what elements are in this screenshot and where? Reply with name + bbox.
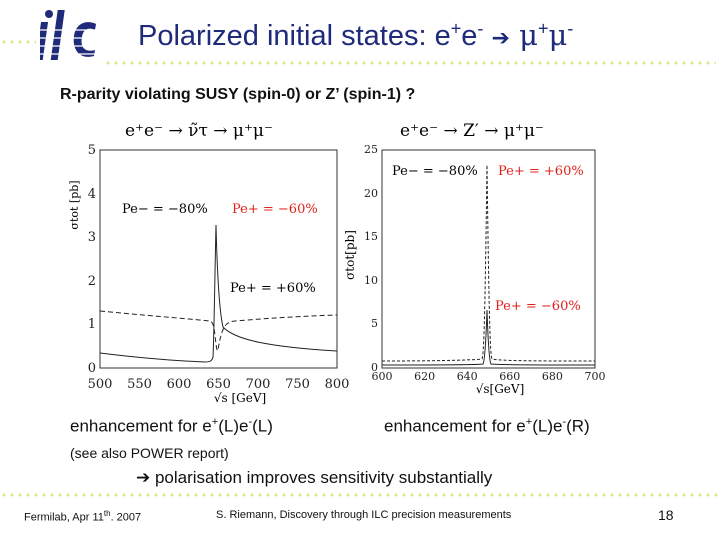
left-label-upper-b: Pe+ = −60% bbox=[232, 202, 318, 217]
left-xtick-800: 800 bbox=[325, 377, 350, 392]
right-xtick-620: 620 bbox=[414, 370, 435, 383]
left-ytick-4: 4 bbox=[88, 187, 96, 202]
footer-date-end: . 2007 bbox=[110, 511, 142, 524]
left-xtick-500: 500 bbox=[88, 377, 113, 392]
title-mu2: μ bbox=[548, 18, 568, 52]
left-caption-sup2: - bbox=[248, 416, 253, 428]
right-xtick-700: 700 bbox=[585, 370, 606, 383]
left-ytick-3: 3 bbox=[88, 230, 96, 245]
left-plot: e⁺e⁻ → ν̃τ → μ⁺μ⁻ 500 550 600 650 700 75… bbox=[68, 121, 350, 405]
page-title: Polarized initial states: e+e- ➔ μ+μ- bbox=[138, 18, 573, 53]
right-labels: Pe− = −80% Pe+ = +60% Pe+ = −60% bbox=[392, 164, 584, 314]
right-caption-end: (R) bbox=[566, 416, 590, 436]
page-number: 18 bbox=[658, 507, 674, 523]
right-ytick-10: 10 bbox=[364, 274, 378, 287]
right-xtick-600: 600 bbox=[372, 370, 393, 383]
footer-dot-line bbox=[0, 493, 720, 497]
top-dot-line-left bbox=[0, 40, 36, 44]
right-caption: enhancement for e+(L)e-(R) bbox=[384, 416, 590, 437]
right-plot-frame bbox=[381, 149, 596, 369]
left-xtick-750: 750 bbox=[285, 377, 310, 392]
right-ytick-20: 20 bbox=[364, 187, 378, 200]
title-minus: - bbox=[477, 18, 484, 39]
right-xtick-640: 640 bbox=[457, 370, 478, 383]
left-xlabel: √s [GeV] bbox=[214, 391, 266, 405]
right-ytick-5: 5 bbox=[371, 317, 378, 330]
left-xtick-700: 700 bbox=[246, 377, 271, 392]
left-xtick-650: 650 bbox=[206, 377, 231, 392]
title-main: Polarized initial states: e bbox=[138, 20, 451, 52]
footer-date-sup: th bbox=[103, 509, 111, 518]
right-curve-solid bbox=[381, 309, 596, 366]
right-caption-mid: (L)e bbox=[532, 416, 563, 436]
right-caption-sup2: - bbox=[562, 416, 567, 428]
left-labels: Pe− = −80% Pe+ = −60% Pe+ = +60% bbox=[122, 202, 318, 296]
footer-author: S. Riemann, Discovery through ILC precis… bbox=[216, 509, 512, 521]
left-plot-frame bbox=[99, 149, 338, 369]
right-plot-process: e⁺e⁻ → Z′ → μ⁺μ⁻ bbox=[400, 121, 544, 141]
left-label-lower: Pe+ = +60% bbox=[230, 281, 316, 296]
right-label-lower: Pe+ = −60% bbox=[495, 299, 581, 314]
title-e: e bbox=[461, 20, 478, 52]
right-ytick-15: 15 bbox=[364, 230, 378, 243]
right-xtick-660: 660 bbox=[499, 370, 520, 383]
right-caption-sup1: + bbox=[525, 416, 533, 428]
left-ytick-1: 1 bbox=[88, 317, 96, 332]
left-caption-main: enhancement for e bbox=[70, 416, 212, 436]
left-caption-mid: (L)e bbox=[218, 416, 249, 436]
footer-date: Fermilab, Apr 11th. 2007 bbox=[24, 509, 141, 524]
right-ytick-25: 25 bbox=[364, 143, 378, 156]
right-label-upper-a: Pe− = −80% bbox=[392, 164, 478, 179]
left-curve-dashed bbox=[99, 310, 338, 352]
right-caption-main: enhancement for e bbox=[384, 416, 526, 436]
left-ytick-5: 5 bbox=[88, 143, 96, 158]
right-ytick-0: 0 bbox=[371, 361, 378, 374]
left-ylabel: σtot [pb] bbox=[68, 180, 81, 229]
left-caption: enhancement for e+(L)e-(L) bbox=[70, 416, 273, 437]
ilc-logo-graphic bbox=[35, 10, 102, 60]
header-dot-line bbox=[104, 61, 716, 65]
right-label-upper-b: Pe+ = +60% bbox=[498, 164, 584, 179]
conclusion-text: polarisation improves sensitivity substa… bbox=[150, 468, 493, 487]
footer-date-main: Fermilab, Apr 11 bbox=[24, 511, 104, 524]
ilc-logo bbox=[35, 8, 102, 66]
left-ytick-0: 0 bbox=[88, 361, 96, 376]
left-label-upper-a: Pe− = −80% bbox=[122, 202, 208, 217]
left-caption-end: (L) bbox=[252, 416, 273, 436]
arrow-icon: ➔ bbox=[491, 26, 510, 51]
right-xlabel: √s[GeV] bbox=[476, 382, 525, 396]
right-ylabel: σtot[pb] bbox=[343, 230, 357, 280]
right-xtick-680: 680 bbox=[542, 370, 563, 383]
title-plus: + bbox=[450, 18, 462, 39]
title-mu: μ bbox=[509, 18, 538, 52]
conclusion: ➔ polarisation improves sensitivity subs… bbox=[136, 468, 492, 488]
title-mu-minus: - bbox=[567, 18, 574, 39]
left-xtick-600: 600 bbox=[167, 377, 192, 392]
right-curve-dashed bbox=[381, 164, 596, 362]
subtitle: R-parity violating SUSY (spin-0) or Z’ (… bbox=[60, 86, 416, 103]
conclusion-arrow-icon: ➔ bbox=[136, 468, 151, 488]
power-report-note: (see also POWER report) bbox=[70, 445, 229, 461]
right-plot: e⁺e⁻ → Z′ → μ⁺μ⁻ 600 620 640 660 680 700… bbox=[343, 121, 606, 396]
title-mu-plus: + bbox=[537, 18, 549, 39]
left-xtick-550: 550 bbox=[127, 377, 152, 392]
left-curve-solid bbox=[99, 224, 338, 363]
left-plot-process: e⁺e⁻ → ν̃τ → μ⁺μ⁻ bbox=[125, 121, 273, 141]
left-ytick-2: 2 bbox=[88, 274, 96, 289]
left-caption-sup1: + bbox=[211, 416, 219, 428]
